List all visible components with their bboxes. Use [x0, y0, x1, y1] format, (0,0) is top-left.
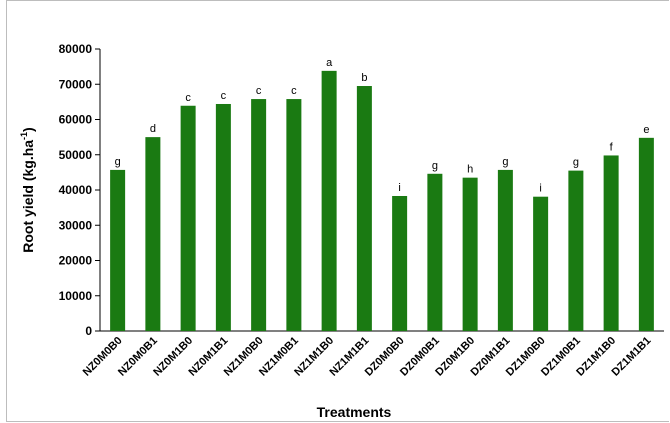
y-tick-label: 80000 — [59, 42, 93, 56]
bar-NZ0M1B1 — [215, 103, 231, 332]
bar-DZ0M0B1 — [427, 173, 443, 331]
bar-NZ1M1B0 — [321, 70, 337, 331]
significance-letter: e — [643, 124, 649, 136]
y-tick-label: 50000 — [59, 148, 93, 162]
significance-letter: d — [150, 123, 156, 135]
y-tick-label: 20000 — [59, 254, 93, 268]
bars — [110, 70, 654, 332]
significance-letter: g — [573, 157, 579, 169]
bar-NZ1M1B1 — [356, 86, 372, 331]
y-tick-label: 10000 — [59, 289, 93, 303]
y-tick-label: 70000 — [59, 77, 93, 91]
significance-letter: i — [539, 183, 541, 195]
y-tick-label: 60000 — [59, 113, 93, 127]
significance-letter: g — [432, 160, 438, 172]
bar-DZ1M0B1 — [568, 170, 584, 331]
bar-DZ0M0B0 — [392, 195, 408, 331]
significance-letter: c — [221, 90, 227, 102]
significance-letter: b — [361, 72, 367, 84]
bar-DZ1M0B0 — [533, 196, 549, 331]
x-axis-tick-labels: NZ0M0B0NZ0M0B1NZ0M1B0NZ0M1B1NZ1M0B0NZ1M0… — [81, 335, 654, 379]
bar-NZ0M1B0 — [180, 105, 196, 331]
bar-DZ0M1B1 — [497, 169, 513, 331]
significance-letter: c — [291, 85, 297, 97]
y-tick-label: 40000 — [59, 183, 93, 197]
y-axis-title: Root yield (kg.ha-1) — [19, 127, 36, 252]
significance-letter: h — [467, 164, 473, 176]
bar-DZ1M1B1 — [638, 137, 654, 331]
y-tick-label: 30000 — [59, 218, 93, 232]
bar-NZ0M0B0 — [110, 169, 126, 331]
significance-letter: c — [256, 85, 262, 97]
significance-letter: g — [502, 156, 508, 168]
bar-NZ0M0B1 — [145, 137, 161, 331]
bar-NZ1M0B1 — [286, 99, 302, 332]
bar-NZ1M0B0 — [251, 99, 267, 332]
significance-letter: f — [610, 141, 614, 153]
y-tick-label: 0 — [85, 324, 92, 338]
significance-letters: g d c c c c a b i g h g i g f e — [115, 57, 650, 195]
bar-DZ1M1B0 — [603, 155, 619, 331]
significance-letter: a — [326, 57, 333, 69]
significance-letter: g — [115, 156, 121, 168]
significance-letter: c — [185, 92, 191, 104]
x-axis-title: Treatments — [317, 404, 392, 420]
bar-DZ0M1B0 — [462, 177, 478, 331]
significance-letter: i — [398, 182, 400, 194]
